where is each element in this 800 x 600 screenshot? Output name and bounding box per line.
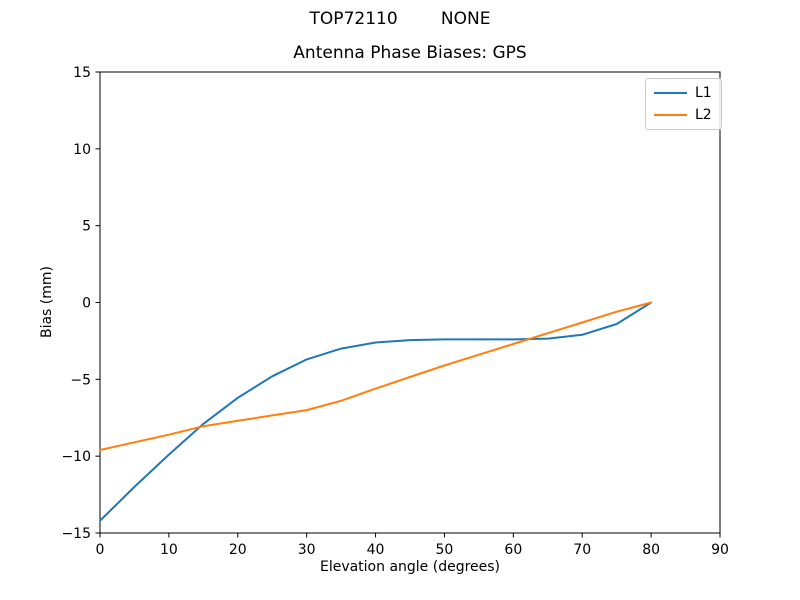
legend-label-l2: L2	[695, 107, 712, 123]
axes-spines	[99, 71, 721, 534]
y-tick-label: −15	[61, 526, 91, 542]
legend-label-l1: L1	[695, 85, 712, 101]
series-line-l1	[99, 301, 653, 522]
x-tick-label: 20	[229, 542, 247, 558]
x-tick-label: 60	[504, 542, 522, 558]
x-tick-label: 30	[298, 542, 316, 558]
x-tick-label: 50	[436, 542, 454, 558]
legend: L1 L2	[645, 78, 722, 130]
x-tick-label: 90	[711, 542, 729, 558]
y-tick-label: 0	[82, 296, 91, 312]
legend-item-l2: L2	[654, 108, 712, 122]
x-tick-label: 80	[642, 542, 660, 558]
y-tick-label: −10	[61, 449, 91, 465]
legend-line-sample-l2	[654, 114, 687, 116]
y-tick-label: 10	[73, 142, 91, 158]
legend-item-l1: L1	[654, 86, 712, 100]
x-tick-label: 70	[573, 542, 591, 558]
x-tick-label: 0	[96, 542, 105, 558]
figure-suptitle: TOP72110 NONE	[309, 9, 491, 29]
y-tick-label: −5	[70, 372, 91, 388]
x-axis-label: Elevation angle (degrees)	[319, 559, 501, 575]
y-tick-label: 5	[82, 219, 91, 235]
series-line-l2	[99, 301, 653, 451]
legend-line-sample-l1	[654, 92, 687, 94]
x-tick-label: 10	[160, 542, 178, 558]
chart-title: Antenna Phase Biases: GPS	[293, 43, 527, 63]
y-tick-label: 15	[73, 65, 91, 81]
x-tick-label: 40	[367, 542, 385, 558]
y-axis-label: Bias (mm)	[39, 265, 55, 339]
